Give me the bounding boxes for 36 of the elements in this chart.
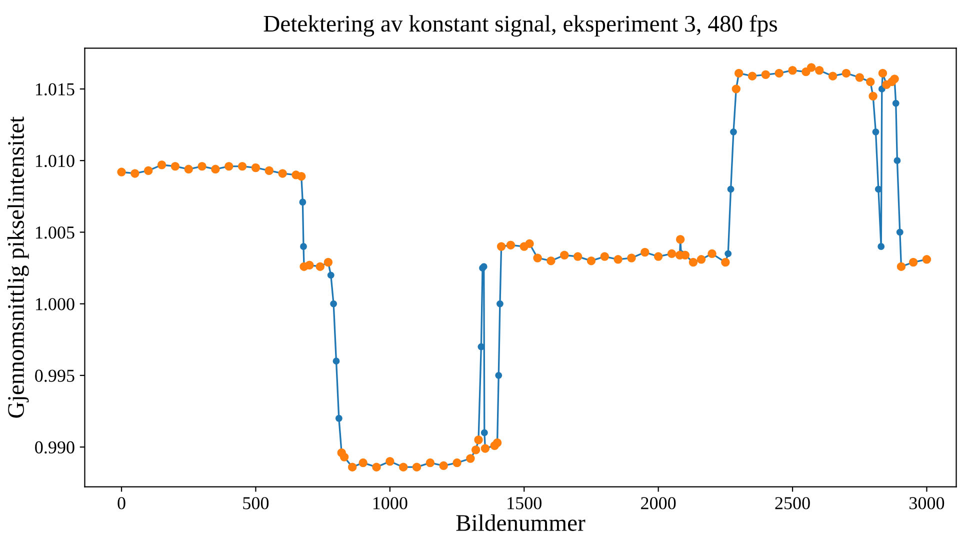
point [872, 128, 880, 136]
point [335, 414, 342, 422]
x-tick-label: 2500 [775, 497, 810, 510]
point [730, 128, 737, 136]
y-tick-label: 1.000 [36, 298, 74, 310]
point [495, 372, 502, 379]
y-tick-label: 1.010 [36, 154, 74, 168]
point [300, 243, 307, 250]
point [332, 358, 340, 365]
x-tick-label: 1500 [508, 497, 542, 510]
point [496, 300, 504, 308]
point [478, 343, 485, 350]
y-tick-label: 0.995 [35, 370, 74, 382]
point [480, 429, 488, 436]
point [896, 228, 904, 236]
point [878, 85, 886, 92]
point [874, 186, 882, 193]
y-tick-label: 1.015 [36, 83, 74, 96]
chart-title: Detektering av konstant signal, eksperiment 3, 480 fps [264, 14, 778, 37]
point [894, 157, 901, 164]
point [724, 250, 732, 258]
point [327, 272, 334, 279]
x-axis-title: Bildenummer [456, 514, 586, 531]
x-tick-label: 2000 [641, 497, 676, 510]
point [330, 300, 338, 308]
y-tick-label: 0.990 [35, 441, 74, 454]
x-tick-label: 500 [243, 497, 269, 510]
point [878, 243, 885, 250]
point [727, 186, 734, 193]
y-axis-title: Gjennomsnittlig pikselintensitet [7, 116, 29, 418]
y-tick-label: 1.005 [36, 226, 74, 239]
x-tick-label: 3000 [910, 497, 944, 510]
point [299, 198, 306, 206]
x-tick-label: 1000 [373, 497, 408, 510]
point [892, 100, 900, 107]
x-tick-label: 0 [118, 497, 126, 510]
